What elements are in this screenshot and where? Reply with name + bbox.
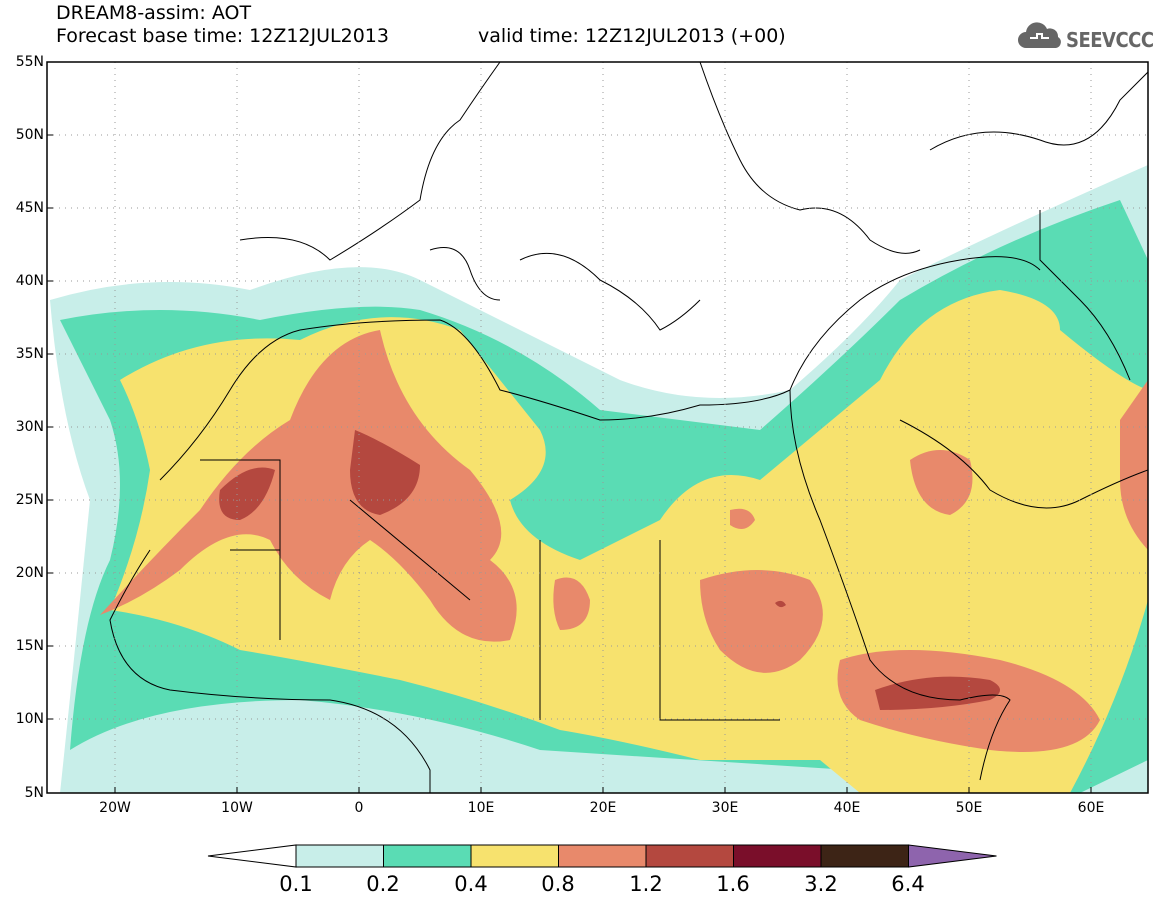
lat-label: 55N [15, 54, 44, 70]
lon-label: 0 [354, 800, 364, 816]
colorbar-label: 3.2 [804, 872, 838, 896]
lat-label: 50N [15, 127, 44, 143]
colorbar-label: 0.4 [454, 872, 488, 896]
lat-label: 20N [15, 565, 44, 581]
chart-title: DREAM8-assim: AOT [56, 2, 252, 24]
colorbar-label: 1.2 [629, 872, 663, 896]
lat-label: 35N [15, 346, 44, 362]
valid-time: valid time: 12Z12JUL2013 (+00) [478, 25, 786, 47]
lon-label: 20W [99, 800, 131, 816]
aot-band-0.8 [100, 330, 517, 642]
colorbar-label: 0.8 [541, 872, 575, 896]
aot-patch-0.8-libya [553, 577, 590, 630]
lon-label: 60E [1077, 800, 1105, 816]
lat-label: 40N [15, 273, 44, 289]
coastlines [109, 62, 1148, 793]
colorbar-label: 6.4 [891, 872, 925, 896]
aot-patch-0.8-arabia [910, 450, 973, 515]
axis-ticks [47, 134, 1092, 793]
colorbar-label: 0.2 [366, 872, 400, 896]
colorbar-label: 0.1 [279, 872, 313, 896]
aot-patch-1.2-sudan [775, 600, 786, 608]
lon-label: 40E [833, 800, 861, 816]
lat-label: 45N [15, 200, 44, 216]
aot-patch-1.2-algeria [350, 430, 420, 515]
lon-label: 20E [589, 800, 617, 816]
lat-label: 5N [24, 785, 44, 801]
cloud-icon [1018, 22, 1061, 48]
colorbar-label: 1.6 [716, 872, 750, 896]
lat-label: 30N [15, 419, 44, 435]
aot-field [47, 62, 1148, 793]
lat-label: 15N [15, 638, 44, 654]
lon-label: 10W [221, 800, 253, 816]
seevccc-logo: SEEVCCC [1016, 22, 1156, 58]
forecast-base-time: Forecast base time: 12Z12JUL2013 [56, 25, 389, 47]
lon-label: 10E [467, 800, 495, 816]
lat-label: 10N [15, 711, 44, 727]
lon-label: 30E [711, 800, 739, 816]
aot-patch-0.8-iran [1120, 380, 1148, 550]
lat-label: 25N [15, 492, 44, 508]
aot-band-1.2 [219, 467, 275, 520]
aot-patch-0.8-sudan [700, 570, 823, 673]
lon-label: 50E [955, 800, 983, 816]
logo-text: SEEVCCC [1066, 28, 1154, 52]
aot-patch-1.2-gulf-of-aden [875, 676, 1000, 710]
aot-patch-0.8-chad [730, 508, 755, 529]
